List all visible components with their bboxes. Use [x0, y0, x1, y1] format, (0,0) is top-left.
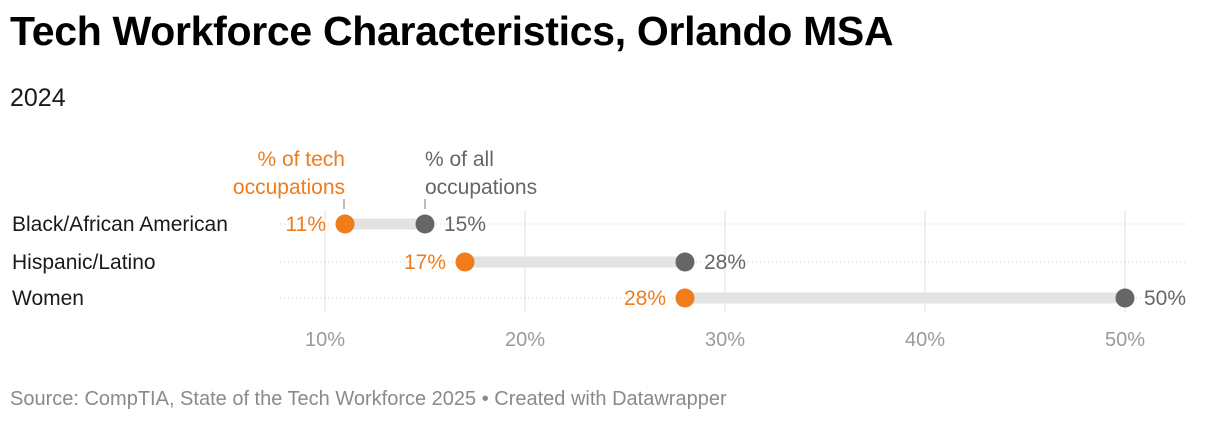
value-labels: 11% 15% 17% 28% 28% 50%: [286, 213, 1187, 310]
chart-title: Tech Workforce Characteristics, Orlando …: [10, 8, 894, 54]
category-label: Hispanic/Latino: [12, 251, 156, 274]
all-value-label: 50%: [1144, 287, 1186, 310]
tech-dot: [675, 288, 695, 308]
x-tick-label: 20%: [505, 329, 545, 351]
x-axis-ticks: 10% 20% 30% 40% 50%: [305, 329, 1145, 351]
annotations: % of tech occupations % of all occupations: [233, 148, 537, 209]
chart-subtitle: 2024: [10, 84, 66, 112]
all-series-label: % of all: [425, 148, 494, 171]
dot-range-chart: 11% 15% 17% 28% 28% 50% Black/African America…: [12, 148, 1188, 351]
all-dot: [1115, 288, 1135, 308]
all-value-label: 28%: [704, 251, 746, 274]
x-tick-label: 30%: [705, 329, 745, 351]
x-tick-label: 10%: [305, 329, 345, 351]
x-tick-label: 50%: [1105, 329, 1145, 351]
tech-value-label: 17%: [404, 251, 446, 274]
tech-dot: [335, 214, 355, 234]
category-label: Women: [12, 287, 84, 310]
all-dot: [675, 252, 695, 272]
tech-value-label: 11%: [286, 213, 326, 236]
all-dot: [415, 214, 435, 234]
source-note: Source: CompTIA, State of the Tech Workf…: [10, 388, 727, 410]
all-value-label: 15%: [444, 213, 486, 236]
category-label: Black/African American: [12, 213, 228, 236]
category-labels: Black/African American Hispanic/Latino Wom…: [12, 213, 228, 310]
tech-value-label: 28%: [624, 287, 666, 310]
x-tick-label: 40%: [905, 329, 945, 351]
range-bars: [345, 218, 1125, 304]
all-series-label: occupations: [425, 176, 537, 199]
tech-series-label: occupations: [233, 176, 345, 199]
tech-dot: [455, 252, 475, 272]
dots: [335, 214, 1135, 308]
tech-series-label: % of tech: [257, 148, 345, 171]
